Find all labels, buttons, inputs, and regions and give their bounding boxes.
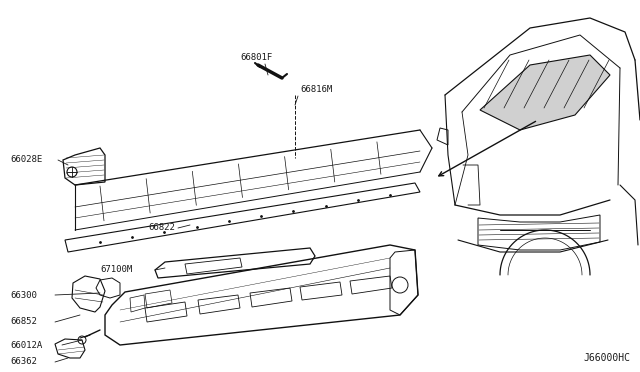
Text: 66362: 66362 — [10, 357, 37, 366]
Text: 66300: 66300 — [10, 291, 37, 299]
Text: 66012A: 66012A — [10, 340, 42, 350]
Text: 66822: 66822 — [148, 224, 175, 232]
Text: 66801F: 66801F — [240, 54, 272, 62]
Text: 67100M: 67100M — [100, 266, 132, 275]
Text: 66816M: 66816M — [300, 86, 332, 94]
Polygon shape — [480, 55, 610, 130]
Text: 66028E: 66028E — [10, 155, 42, 164]
Text: 66852: 66852 — [10, 317, 37, 327]
Text: J66000HC: J66000HC — [583, 353, 630, 363]
